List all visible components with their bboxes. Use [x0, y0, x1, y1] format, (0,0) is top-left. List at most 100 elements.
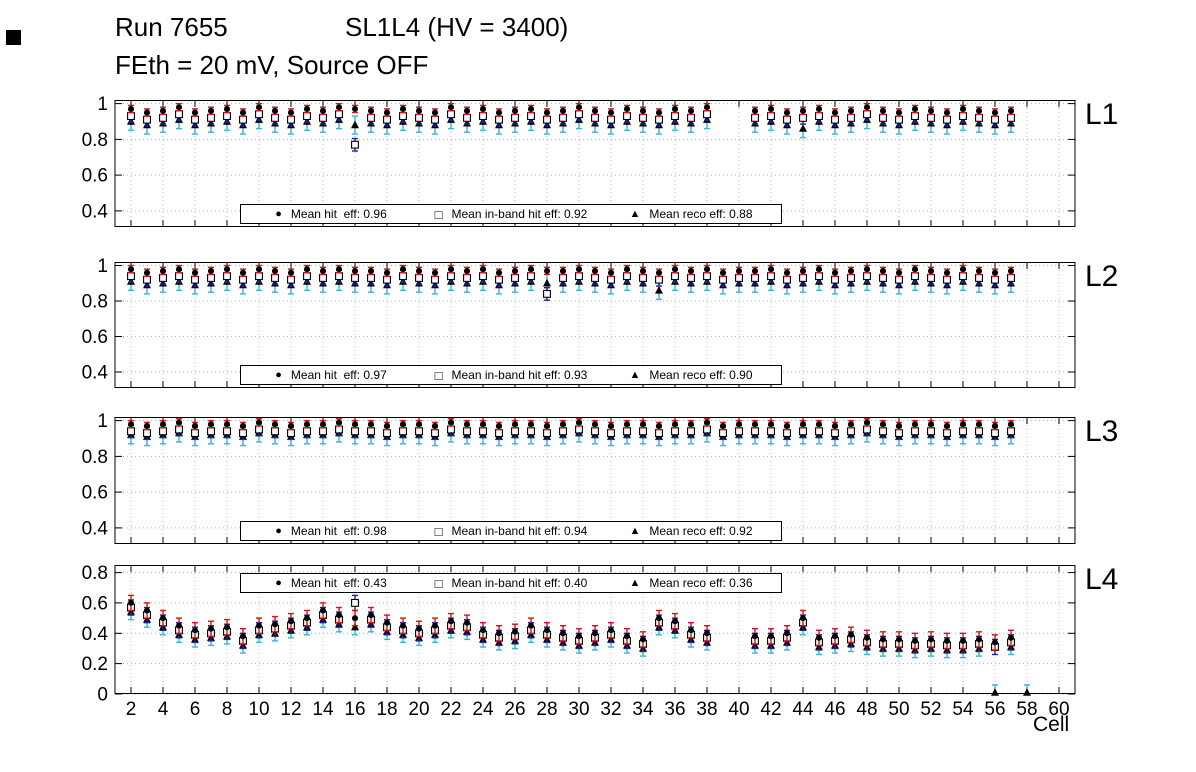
legend-item-reco: ▲ Mean reco eff: 0.90	[601, 368, 781, 382]
legend-item-hit: ● Mean hit eff: 0.97	[241, 368, 421, 382]
legend-L2: ● Mean hit eff: 0.97 □ Mean in-band hit …	[240, 365, 782, 385]
svg-text:16: 16	[344, 699, 365, 720]
svg-text:8: 8	[222, 699, 233, 720]
legend-item-hit: ● Mean hit eff: 0.43	[241, 576, 421, 590]
svg-text:0.8: 0.8	[82, 447, 108, 468]
svg-text:0.6: 0.6	[82, 483, 108, 504]
svg-text:58: 58	[1016, 699, 1037, 720]
legend-item-inband: □ Mean in-band hit eff: 0.94	[421, 524, 601, 538]
panel-label-L3: L3	[1085, 415, 1119, 448]
legend-label-inband: Mean in-band hit eff: 0.94	[451, 524, 588, 538]
legend-L3: ● Mean hit eff: 0.98 □ Mean in-band hit …	[240, 521, 782, 541]
series-hit	[128, 418, 1014, 431]
svg-text:0.4: 0.4	[82, 363, 109, 384]
plot-frame	[114, 565, 1076, 694]
svg-text:36: 36	[664, 699, 685, 720]
svg-text:0.2: 0.2	[82, 654, 108, 675]
title-line1: Run 7655 SL1L4 (HV = 3400)	[115, 12, 568, 44]
svg-text:6: 6	[190, 699, 201, 720]
filled-circle-marker: ●	[275, 576, 282, 589]
svg-text:44: 44	[792, 699, 814, 720]
svg-text:18: 18	[376, 699, 397, 720]
svg-text:28: 28	[536, 699, 557, 720]
svg-text:14: 14	[312, 699, 334, 720]
svg-text:20: 20	[408, 699, 429, 720]
legend-label-reco: Mean reco eff: 0.90	[649, 368, 753, 382]
svg-text:42: 42	[760, 699, 781, 720]
legend-L4: ● Mean hit eff: 0.43 □ Mean in-band hit …	[240, 573, 782, 593]
plot-frame	[114, 417, 1076, 544]
svg-text:0.6: 0.6	[82, 166, 108, 187]
svg-text:0.6: 0.6	[82, 593, 108, 614]
legend-item-inband: □ Mean in-band hit eff: 0.40	[421, 576, 601, 590]
svg-text:12: 12	[280, 699, 301, 720]
svg-text:26: 26	[504, 699, 525, 720]
series-reco	[127, 603, 1031, 696]
run-title: Run 7655	[115, 12, 228, 42]
panel-L2: 0.4 0.6 0.8 1 ● Mean hit eff: 0.97 □ Mean i…	[70, 256, 1196, 388]
title-block: Run 7655 SL1L4 (HV = 3400) FEth = 20 mV,…	[115, 12, 568, 80]
legend-label-hit: Mean hit eff: 0.98	[290, 524, 387, 538]
legend-item-reco: ▲ Mean reco eff: 0.36	[601, 576, 781, 590]
svg-text:56: 56	[984, 699, 1005, 720]
legend-label-reco: Mean reco eff: 0.88	[649, 207, 753, 221]
legend-label-inband: Mean in-band hit eff: 0.40	[451, 576, 588, 590]
svg-text:24: 24	[472, 699, 494, 720]
filled-triangle-marker: ▲	[629, 576, 641, 589]
panel-label-L2: L2	[1085, 260, 1119, 293]
svg-text:0.8: 0.8	[82, 292, 108, 313]
legend-item-hit: ● Mean hit eff: 0.98	[241, 524, 421, 538]
legend-item-reco: ▲ Mean reco eff: 0.92	[601, 524, 781, 538]
config-title: SL1L4 (HV = 3400)	[345, 12, 569, 42]
axis-ticks: 0.4 0.6 0.8 1	[82, 94, 1075, 226]
panel-L4-plot: 00.20.40.60.82 4 6 8 10 12 14 16 18 20 22 24 26 28 30 3…	[82, 563, 1076, 720]
series-hit	[128, 102, 1014, 117]
corner-marker	[6, 30, 21, 45]
filled-circle-marker: ●	[275, 207, 282, 220]
open-square-marker: □	[434, 523, 443, 539]
svg-text:1: 1	[97, 256, 108, 277]
plot-frame	[114, 100, 1076, 227]
panel-label-L1: L1	[1085, 98, 1119, 131]
legend-label-reco: Mean reco eff: 0.36	[649, 576, 753, 590]
svg-text:0.8: 0.8	[82, 130, 108, 151]
svg-text:1: 1	[97, 411, 108, 432]
svg-text:2: 2	[126, 699, 137, 720]
filled-triangle-marker: ▲	[629, 368, 641, 381]
axis-ticks: 0.4 0.6 0.8 1	[82, 256, 1075, 387]
filled-circle-marker: ●	[275, 524, 282, 537]
svg-text:48: 48	[856, 699, 877, 720]
svg-text:46: 46	[824, 699, 845, 720]
svg-text:54: 54	[952, 699, 974, 720]
svg-text:0.6: 0.6	[82, 327, 108, 348]
svg-text:30: 30	[568, 699, 589, 720]
legend-label-hit: Mean hit eff: 0.96	[290, 207, 387, 221]
svg-text:1: 1	[97, 94, 108, 115]
legend-item-hit: ● Mean hit eff: 0.96	[241, 207, 421, 221]
legend-item-inband: □ Mean in-band hit eff: 0.92	[421, 207, 601, 221]
svg-text:0.4: 0.4	[82, 518, 109, 539]
legend-label-hit: Mean hit eff: 0.97	[290, 368, 387, 382]
legend-label-inband: Mean in-band hit eff: 0.93	[451, 368, 588, 382]
x-axis-title: Cell	[1033, 713, 1070, 736]
open-square-marker: □	[434, 367, 443, 383]
svg-text:32: 32	[600, 699, 621, 720]
filled-triangle-marker: ▲	[629, 524, 641, 537]
conditions-title: FEth = 20 mV, Source OFF	[115, 50, 429, 80]
svg-text:60: 60	[1048, 699, 1069, 720]
legend-item-inband: □ Mean in-band hit eff: 0.93	[421, 368, 601, 382]
x-tick-labels: 2 4 6 8 10 12 14 16 18 20 22 24 26 28 30 32 34 36 38 40 42 44…	[126, 699, 1070, 720]
open-square-marker: □	[434, 206, 443, 222]
svg-text:50: 50	[888, 699, 909, 720]
filled-triangle-marker: ▲	[629, 207, 641, 220]
legend-label-inband: Mean in-band hit eff: 0.92	[451, 207, 588, 221]
plot-frame	[114, 262, 1076, 388]
panel-label-L4: L4	[1085, 563, 1119, 596]
svg-text:4: 4	[158, 699, 169, 720]
svg-text:38: 38	[696, 699, 717, 720]
panel-L4: 0 0.2 0.4 0.6 0.8 2 4 6 8 10 12 14 16 18 20 22 24 26 28 30 3…	[70, 563, 1196, 750]
panel-L1-plot: 0.4 0.6 0.8 1	[82, 94, 1076, 227]
filled-circle-marker: ●	[275, 368, 282, 381]
svg-text:0.4: 0.4	[82, 624, 109, 645]
